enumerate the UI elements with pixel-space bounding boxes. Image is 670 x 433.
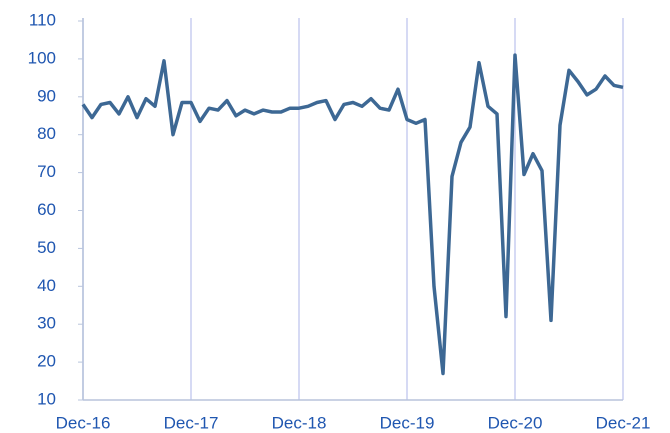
x-tick-label: Dec-16 xyxy=(56,413,111,432)
x-tick-label: Dec-21 xyxy=(596,413,651,432)
y-tick-label: 20 xyxy=(37,352,56,371)
y-tick-label: 100 xyxy=(28,48,56,67)
y-tick-label: 90 xyxy=(37,86,56,105)
line-series xyxy=(81,53,624,376)
x-tick-label: Dec-20 xyxy=(488,413,543,432)
y-tick-label: 30 xyxy=(37,314,56,333)
x-tick-label: Dec-17 xyxy=(164,413,219,432)
y-tick-label: 60 xyxy=(37,200,56,219)
y-tick-label: 40 xyxy=(37,276,56,295)
y-tick-label: 50 xyxy=(37,238,56,257)
x-tick-label: Dec-18 xyxy=(272,413,327,432)
x-tick-label: Dec-19 xyxy=(380,413,435,432)
y-tick-label: 10 xyxy=(37,389,56,408)
y-tick-label: 110 xyxy=(29,10,56,29)
y-tick-label: 80 xyxy=(37,124,56,143)
y-tick-label: 70 xyxy=(37,162,56,181)
